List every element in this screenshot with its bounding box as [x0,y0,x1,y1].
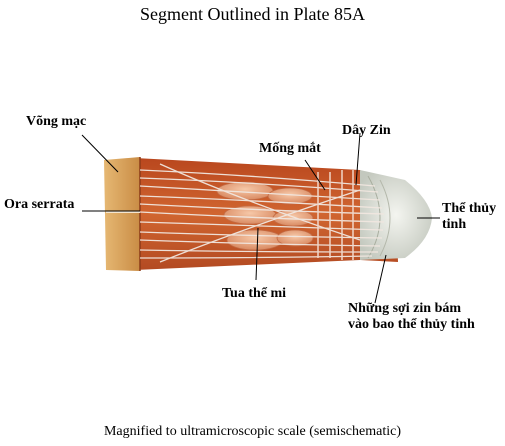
lens-label-line2: tinh [442,217,467,232]
zonule-label: Dây Zin [342,123,391,138]
iris-label: Mống mắt [259,141,321,156]
ciliary-processes [216,181,314,251]
lens-capsule-fibers-label-line2: vào bao thể thủy tinh [348,317,475,332]
retina-band [104,157,140,271]
lens-capsule-fibers-label-line1: Những sợi zin bám [348,301,462,316]
zonule-fibers [139,163,385,263]
diagram-title: Segment Outlined in Plate 85A [140,4,365,24]
lens-label-line1: Thể thủy [442,201,497,216]
diagram-caption: Magnified to ultramicroscopic scale (sem… [103,424,401,439]
retina-label: Võng mạc [26,114,87,129]
ciliary-processes-label: Tua thể mi [222,286,287,301]
pointer-lines [81,132,440,304]
ora-serrata-label: Ora serrata [4,197,75,212]
